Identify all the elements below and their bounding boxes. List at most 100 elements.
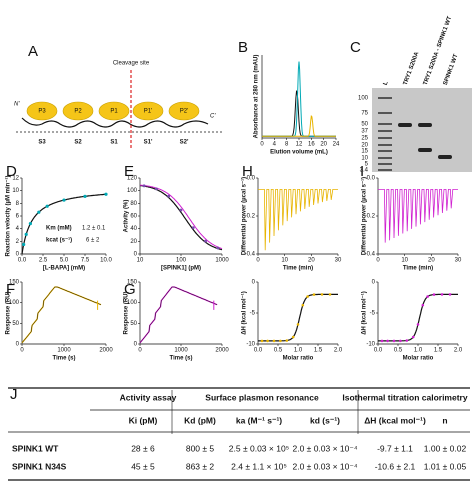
y-tick-label: 0.0: [247, 176, 256, 182]
x-tick-label: 2.5: [39, 258, 48, 264]
n-term: N': [14, 102, 20, 108]
residue: [62, 101, 94, 121]
curve: [258, 293, 338, 342]
y-tick-label: 10: [12, 188, 19, 194]
y-axis-label: Absorbance at 280 nm (mAU): [254, 55, 260, 139]
table-header: kd (s⁻¹): [310, 415, 340, 425]
y-tick-label: 100: [9, 300, 20, 306]
point: [416, 323, 420, 326]
x-tick-label: 7.5: [81, 258, 90, 264]
x-tick-label: 10.0: [100, 258, 112, 264]
table-group: Surface plasmon resonance: [205, 392, 319, 402]
y-tick-label: 0: [16, 342, 20, 348]
x-tick-label: 12: [296, 142, 303, 148]
param-label: kcat (s⁻¹): [46, 237, 72, 244]
point: [266, 339, 269, 343]
y-tick-label: 50: [130, 321, 137, 327]
point: [421, 303, 425, 307]
subsite-label: S1': [144, 140, 153, 146]
y-tick-label: 50: [12, 321, 19, 327]
point: [386, 339, 389, 343]
x-axis-label: Molar ratio: [283, 356, 314, 362]
x-tick-label: 1.0: [414, 348, 423, 354]
x-tick-label: 5.0: [60, 258, 69, 264]
y-tick-label: -5: [370, 311, 376, 317]
y-tick-label: 60: [130, 214, 137, 220]
lane-label: L: [383, 80, 390, 86]
y-tick-label: 150: [9, 280, 20, 286]
lane-label: TRY1 S200A: [403, 51, 421, 87]
x-tick-label: 0.5: [394, 348, 403, 354]
panel-letter: B: [238, 39, 248, 56]
point: [191, 226, 195, 230]
y-axis-label: Differential power (µcal s⁻¹): [361, 177, 368, 255]
point: [328, 293, 332, 296]
table-cell: 2.0 ± 0.03 × 10⁻⁴: [292, 443, 357, 453]
panel-letter: C: [350, 39, 361, 56]
point: [320, 293, 324, 296]
table-header: Ki (pM): [129, 415, 158, 425]
x-tick-label: 20: [308, 258, 315, 264]
point: [279, 339, 282, 343]
x-tick-label: 0: [260, 142, 264, 148]
ladder-label: 20: [361, 143, 368, 149]
ladder-label: 15: [361, 149, 368, 155]
subsite-label: S2: [74, 140, 82, 146]
panel-letter: I: [360, 163, 364, 180]
point: [380, 339, 384, 343]
x-axis-label: Elution volume (mL): [270, 150, 328, 156]
x-tick-label: 0: [20, 348, 24, 354]
x-tick-label: 1000: [215, 258, 229, 264]
x-axis-label: Time (s): [53, 356, 76, 362]
x-tick-label: 30: [455, 258, 462, 264]
y-tick-label: 2: [16, 239, 20, 245]
y-tick-label: -0.2: [365, 214, 376, 220]
x-axis-label: Molar ratio: [403, 356, 434, 362]
y-axis-label: Response (RU): [6, 291, 12, 334]
point: [216, 246, 220, 250]
axes: [21, 282, 106, 345]
ladder-band: [378, 157, 392, 159]
point: [405, 339, 409, 342]
ladder-label: 5: [365, 162, 369, 168]
x-tick-label: 2.0: [334, 348, 343, 354]
param-value: 6 ± 2: [86, 238, 100, 244]
x-axis-label: [L-BAPA] (mM): [43, 266, 85, 272]
x-tick-label: 20: [320, 142, 327, 148]
table-cell: 2.5 ± 0.03 × 10⁵: [229, 443, 289, 453]
table-header: ka (M⁻¹ s⁻¹): [236, 415, 282, 425]
table-cell: 1.00 ± 0.02: [424, 443, 467, 453]
row-label: SPINK1 WT: [12, 443, 59, 453]
x-tick-label: 0: [256, 258, 260, 264]
point: [45, 204, 49, 208]
point: [142, 184, 146, 188]
y-tick-label: -0.2: [245, 214, 256, 220]
residue-label: P1: [110, 109, 118, 115]
y-tick-label: 0: [134, 252, 138, 258]
point: [155, 187, 158, 191]
c-term: C': [210, 114, 216, 120]
panel-letter: F: [6, 281, 15, 298]
y-tick-label: 20: [130, 239, 137, 245]
point: [448, 293, 452, 296]
table-group: Activity assay: [120, 392, 177, 402]
point: [62, 198, 66, 202]
x-axis-label: Time (min): [283, 266, 313, 272]
y-tick-label: -0.4: [365, 252, 376, 258]
subsite-label: S2': [180, 140, 189, 146]
point: [285, 339, 289, 342]
table-header: Kd (pM): [184, 415, 216, 425]
y-tick-label: 8: [16, 201, 20, 207]
ladder-label: 37: [361, 129, 368, 135]
x-tick-label: 10: [281, 258, 288, 264]
panel-letter: G: [124, 281, 136, 298]
point: [296, 323, 300, 326]
y-tick-label: 0: [372, 280, 376, 286]
residue-label: P3: [38, 109, 46, 115]
x-tick-label: 2000: [215, 348, 229, 354]
y-axis-label: Response (RU): [124, 291, 130, 334]
y-tick-label: 0: [252, 280, 256, 286]
curve: [258, 189, 338, 251]
point: [167, 194, 171, 198]
